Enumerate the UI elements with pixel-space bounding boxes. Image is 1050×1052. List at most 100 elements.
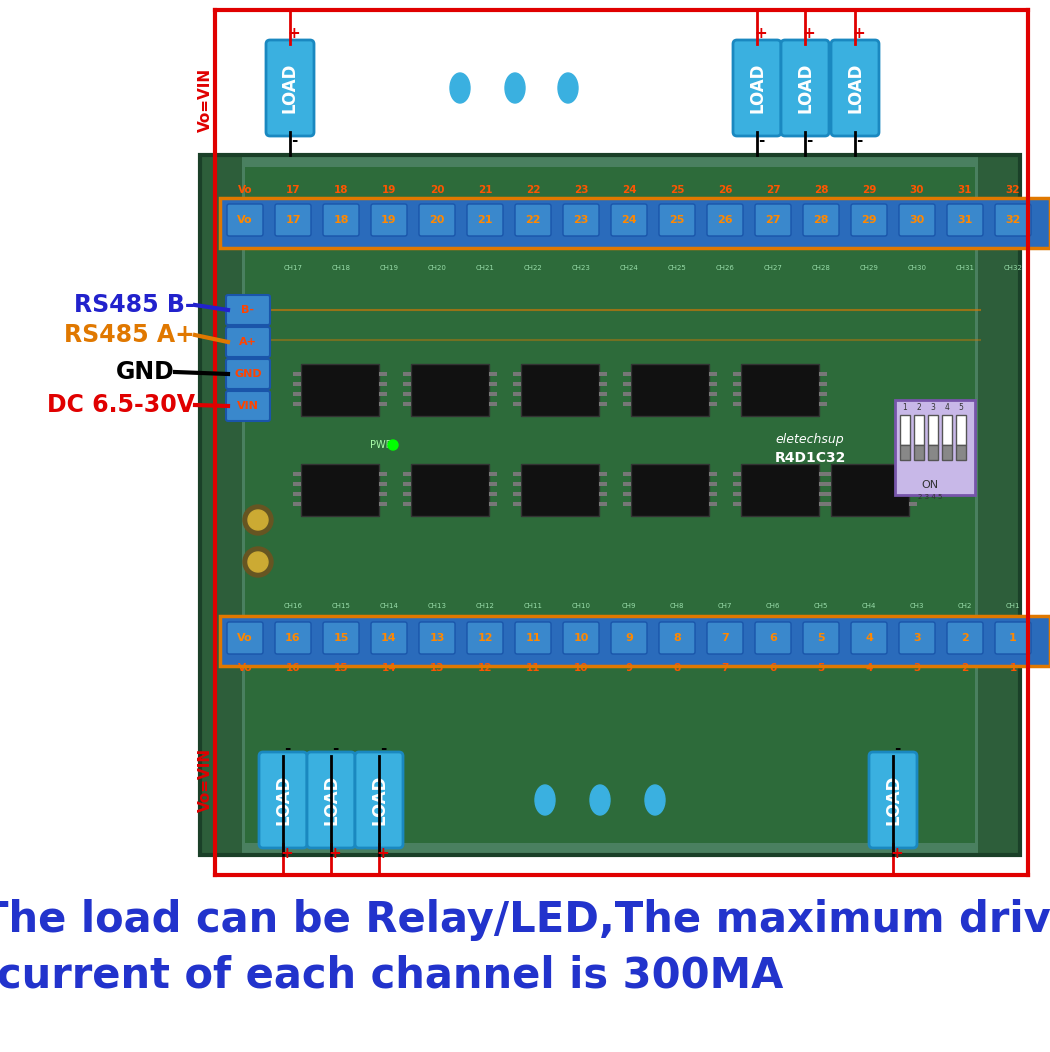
Text: CH1: CH1 xyxy=(1006,603,1021,609)
Ellipse shape xyxy=(505,73,525,103)
FancyBboxPatch shape xyxy=(611,204,647,236)
Bar xyxy=(819,392,827,396)
Bar xyxy=(403,482,411,486)
Bar xyxy=(379,402,387,406)
Bar xyxy=(823,482,831,486)
Bar xyxy=(293,402,301,406)
Text: CH11: CH11 xyxy=(524,603,543,609)
FancyBboxPatch shape xyxy=(707,204,743,236)
Text: 14: 14 xyxy=(381,633,397,643)
Bar xyxy=(909,502,917,506)
Text: +: + xyxy=(755,26,768,41)
Bar xyxy=(914,414,924,445)
Text: CH20: CH20 xyxy=(427,265,446,271)
Bar xyxy=(900,414,910,445)
Bar xyxy=(489,502,497,506)
Bar xyxy=(978,155,1020,855)
Bar xyxy=(942,414,952,445)
Text: 31: 31 xyxy=(958,185,972,195)
Text: 1: 1 xyxy=(1009,633,1016,643)
Bar xyxy=(819,492,827,495)
Text: LOAD: LOAD xyxy=(796,63,814,114)
FancyBboxPatch shape xyxy=(869,752,917,848)
Bar xyxy=(709,382,717,386)
Text: 19: 19 xyxy=(381,215,397,225)
Bar xyxy=(709,402,717,406)
Bar xyxy=(598,472,607,476)
Bar xyxy=(489,372,497,376)
Text: 7: 7 xyxy=(721,633,729,643)
Ellipse shape xyxy=(645,785,665,815)
Bar xyxy=(623,492,631,495)
Text: LOAD: LOAD xyxy=(281,63,299,114)
Text: LOAD: LOAD xyxy=(274,775,292,825)
Text: 13: 13 xyxy=(429,633,445,643)
Text: 21: 21 xyxy=(478,185,492,195)
Text: 19: 19 xyxy=(382,185,396,195)
Bar xyxy=(709,502,717,506)
Bar xyxy=(598,382,607,386)
FancyBboxPatch shape xyxy=(259,752,307,848)
Text: Vo: Vo xyxy=(237,185,252,195)
Text: 20: 20 xyxy=(429,185,444,195)
Bar xyxy=(741,364,819,416)
Bar xyxy=(709,472,717,476)
Bar xyxy=(403,502,411,506)
FancyBboxPatch shape xyxy=(803,622,839,654)
Bar xyxy=(521,464,598,515)
FancyBboxPatch shape xyxy=(563,622,598,654)
Bar xyxy=(733,472,741,476)
Bar xyxy=(819,502,827,506)
Text: 14: 14 xyxy=(382,663,396,673)
Bar xyxy=(489,402,497,406)
Text: -: - xyxy=(284,741,290,755)
FancyBboxPatch shape xyxy=(563,204,598,236)
FancyBboxPatch shape xyxy=(850,204,887,236)
Bar xyxy=(411,364,489,416)
Bar xyxy=(823,472,831,476)
Bar xyxy=(200,155,1020,855)
Text: 17: 17 xyxy=(286,185,300,195)
Ellipse shape xyxy=(590,785,610,815)
Text: CH14: CH14 xyxy=(379,603,398,609)
Text: Vo: Vo xyxy=(237,215,253,225)
Text: CH19: CH19 xyxy=(379,265,399,271)
Bar xyxy=(513,402,521,406)
Bar xyxy=(942,445,952,460)
Bar xyxy=(293,472,301,476)
Bar xyxy=(823,492,831,495)
Text: 29: 29 xyxy=(862,185,876,195)
Text: CH13: CH13 xyxy=(427,603,446,609)
FancyBboxPatch shape xyxy=(275,204,311,236)
FancyBboxPatch shape xyxy=(659,622,695,654)
Bar xyxy=(831,464,909,515)
Text: 1: 1 xyxy=(1009,663,1016,673)
Bar xyxy=(379,372,387,376)
Bar xyxy=(379,382,387,386)
Text: 27: 27 xyxy=(765,215,781,225)
Bar xyxy=(956,414,966,445)
Bar xyxy=(379,502,387,506)
Text: Vo=VIN: Vo=VIN xyxy=(197,68,212,133)
Text: CH5: CH5 xyxy=(814,603,828,609)
Text: Vo: Vo xyxy=(237,633,253,643)
Text: CH4: CH4 xyxy=(862,603,876,609)
Bar xyxy=(623,392,631,396)
Bar xyxy=(914,445,924,460)
Text: 6: 6 xyxy=(769,633,777,643)
Text: +: + xyxy=(329,847,341,862)
Bar xyxy=(598,392,607,396)
Text: 4: 4 xyxy=(865,663,873,673)
Bar xyxy=(709,392,717,396)
FancyBboxPatch shape xyxy=(755,204,791,236)
Bar xyxy=(900,445,910,460)
Text: 15: 15 xyxy=(333,633,349,643)
Text: LOAD: LOAD xyxy=(370,775,388,825)
Text: 23: 23 xyxy=(573,185,588,195)
Text: 25: 25 xyxy=(670,185,685,195)
FancyBboxPatch shape xyxy=(419,622,455,654)
Bar xyxy=(623,472,631,476)
Circle shape xyxy=(248,510,268,530)
Text: CH3: CH3 xyxy=(909,603,924,609)
Bar xyxy=(379,492,387,495)
